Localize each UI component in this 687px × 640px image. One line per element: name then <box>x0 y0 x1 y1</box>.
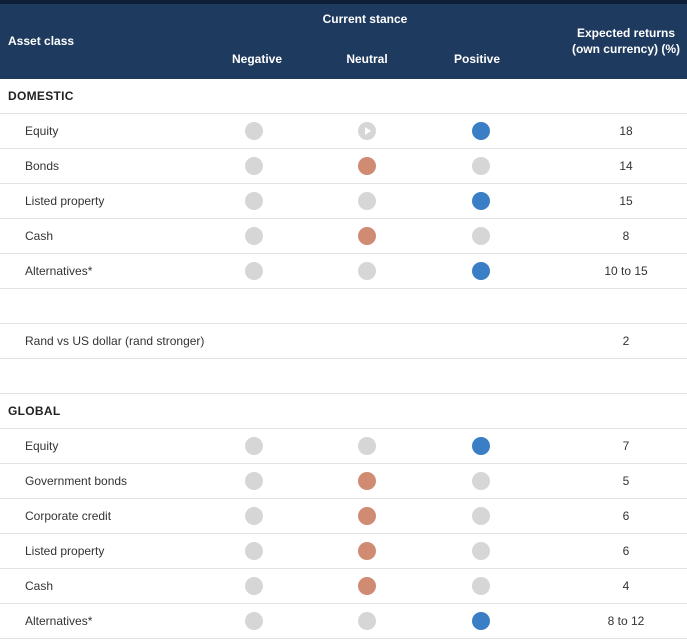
spacer-row <box>0 359 687 394</box>
table-row: Listed property 15 <box>0 184 687 219</box>
table-row: Listed property 6 <box>0 534 687 569</box>
current-stance-header: Current stance <box>322 12 408 26</box>
neutral-stance-dot <box>358 227 376 245</box>
positive-header: Positive <box>453 52 501 66</box>
section-title: DOMESTIC <box>8 89 74 103</box>
row-return: 8 <box>622 229 630 243</box>
row-return: 4 <box>622 579 630 593</box>
negative-stance-dot <box>245 612 263 630</box>
table-row: Government bonds 5 <box>0 464 687 499</box>
positive-stance-dot <box>472 157 490 175</box>
expected-returns-line2: (own currency) (%) <box>571 42 680 56</box>
positive-stance-dot <box>472 472 490 490</box>
positive-stance-dot <box>472 192 490 210</box>
row-label: Rand vs US dollar (rand stronger) <box>25 334 205 348</box>
negative-stance-dot <box>245 507 263 525</box>
row-label: Listed property <box>25 544 105 558</box>
row-label: Government bonds <box>25 474 128 488</box>
section-domestic: DOMESTIC <box>0 79 687 114</box>
table-row: Alternatives* 10 to 15 <box>0 254 687 289</box>
row-return: 15 <box>619 194 633 208</box>
row-label: Cash <box>25 579 54 593</box>
table-row: Equity 18 <box>0 114 687 149</box>
neutral-stance-dot <box>358 157 376 175</box>
negative-stance-dot <box>245 157 263 175</box>
row-return: 8 to 12 <box>607 614 645 628</box>
top-bar <box>0 0 687 4</box>
neutral-stance-dot <box>358 122 376 140</box>
table-header: Asset class Current stance Negative Neut… <box>0 4 687 79</box>
row-label: Corporate credit <box>25 509 112 523</box>
table-row: Cash 8 <box>0 219 687 254</box>
row-return: 10 to 15 <box>604 264 648 278</box>
table-row: Corporate credit 6 <box>0 499 687 534</box>
table-row: Rand vs US dollar (rand stronger) 2 <box>0 324 687 359</box>
table-row: Cash 4 <box>0 569 687 604</box>
neutral-stance-dot <box>358 472 376 490</box>
negative-stance-dot <box>245 472 263 490</box>
table-row: Bonds 14 <box>0 149 687 184</box>
negative-stance-dot <box>245 192 263 210</box>
positive-stance-dot <box>472 542 490 560</box>
row-return: 18 <box>619 124 633 138</box>
negative-stance-dot <box>245 262 263 280</box>
positive-stance-dot <box>472 437 490 455</box>
neutral-stance-dot <box>358 612 376 630</box>
positive-stance-dot <box>472 227 490 245</box>
table-row: Alternatives* 8 to 12 <box>0 604 687 639</box>
neutral-stance-dot <box>358 192 376 210</box>
positive-stance-dot <box>472 122 490 140</box>
neutral-stance-dot <box>358 507 376 525</box>
row-label: Alternatives* <box>25 614 93 628</box>
row-label: Equity <box>25 439 59 453</box>
row-return: 6 <box>622 544 630 558</box>
negative-stance-dot <box>245 122 263 140</box>
positive-stance-dot <box>472 612 490 630</box>
section-title: GLOBAL <box>8 404 61 418</box>
neutral-stance-dot <box>358 437 376 455</box>
negative-stance-dot <box>245 227 263 245</box>
row-label: Alternatives* <box>25 264 93 278</box>
expected-returns-header: Expected returns (own currency) (%) <box>570 25 682 57</box>
neutral-stance-dot <box>358 262 376 280</box>
row-label: Equity <box>25 124 59 138</box>
neutral-header: Neutral <box>346 52 388 66</box>
positive-stance-dot <box>472 577 490 595</box>
row-label: Bonds <box>25 159 60 173</box>
neutral-stance-dot <box>358 542 376 560</box>
spacer-row <box>0 289 687 324</box>
table-row: Equity 7 <box>0 429 687 464</box>
row-return: 6 <box>622 509 630 523</box>
neutral-stance-dot <box>358 577 376 595</box>
section-global: GLOBAL <box>0 394 687 429</box>
row-return: 14 <box>619 159 633 173</box>
row-return: 7 <box>622 439 630 453</box>
row-return: 5 <box>622 474 630 488</box>
negative-header: Negative <box>231 52 283 66</box>
expected-returns-line1: Expected returns <box>576 26 676 40</box>
negative-stance-dot <box>245 437 263 455</box>
row-return: 2 <box>622 334 630 348</box>
asset-class-header: Asset class <box>8 34 75 48</box>
negative-stance-dot <box>245 577 263 595</box>
negative-stance-dot <box>245 542 263 560</box>
positive-stance-dot <box>472 507 490 525</box>
row-label: Cash <box>25 229 54 243</box>
row-label: Listed property <box>25 194 105 208</box>
positive-stance-dot <box>472 262 490 280</box>
